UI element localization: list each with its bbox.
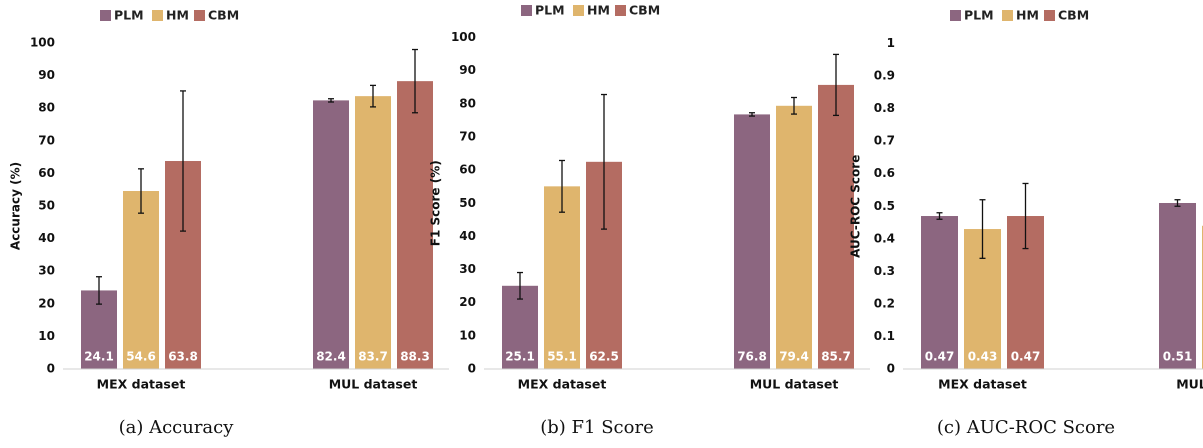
bar-plm-mul [734,114,770,370]
legend-swatch-hm [1002,10,1013,21]
y-tick-label: 40 [38,231,55,245]
legend-swatch-plm [100,10,111,21]
y-tick-label: 0.1 [874,329,895,343]
legend-swatch-cbm [194,10,205,21]
data-label: 62.5 [589,350,619,364]
data-label: 0.47 [1011,350,1041,364]
y-tick-label: 30 [459,262,476,276]
bar-plm-mul [1159,202,1196,369]
bar-hm-mul [355,96,391,369]
x-category-label: MEX dataset [97,377,186,392]
subfigure-caption: (a) Accuracy [119,417,235,438]
data-label: 79.4 [779,350,809,364]
y-tick-label: 0.2 [874,296,895,310]
data-label: 25.1 [505,350,535,364]
data-label: 54.6 [126,350,156,364]
legend-label-cbm: CBM [208,8,239,23]
bar-plm-mex [921,216,958,369]
y-tick-label: 30 [38,264,55,278]
legend-swatch-hm [152,10,163,21]
y-tick-label: 100 [451,30,476,44]
y-tick-label: 20 [38,296,55,310]
y-tick-label: 0 [47,362,55,376]
y-axis-label: Accuracy (%) [9,162,23,250]
y-tick-label: 10 [38,329,55,343]
legend-swatch-cbm [1044,10,1055,21]
y-tick-label: 100 [30,36,55,50]
y-tick-label: 0.3 [874,264,895,278]
y-tick-label: 0.5 [874,199,895,213]
legend-label-cbm: CBM [1058,8,1089,23]
y-tick-label: 0.7 [874,134,895,148]
data-label: 82.4 [316,350,346,364]
legend-label-hm: HM [587,3,610,18]
data-label: 88.3 [400,350,430,364]
y-tick-label: 90 [38,68,55,82]
y-tick-label: 0.9 [874,69,895,83]
data-label: 85.7 [821,350,851,364]
data-label: 63.8 [168,350,198,364]
legend: PLM HM CBM [521,3,660,18]
y-tick-label: 90 [459,63,476,77]
y-tick-label: 50 [38,199,55,213]
chart-panel-3: PLM HM CBM 0 0.1 0.2 0.3 0.4 0.5 0.6 0.7 0.8 0.9 1 AUC… [849,8,1203,438]
bar-hm-mex [544,186,580,369]
y-tick-label: 0 [468,362,476,376]
y-tick-label: 10 [459,328,476,342]
legend: PLM HM CBM [100,8,239,23]
y-axis-label: AUC-ROC Score [849,155,863,258]
legend-label-hm: HM [1016,8,1039,23]
data-label: 76.8 [737,350,767,364]
legend-label-plm: PLM [114,8,144,23]
y-tick-label: 70 [459,129,476,143]
data-label: 0.47 [925,350,955,364]
subfigure-caption: (c) AUC-ROC Score [937,417,1115,438]
chart-panel-1: PLM HM CBM 0 10 20 30 40 50 60 70 80 90 100 Accuracy (… [9,8,449,438]
y-tick-label: 50 [459,196,476,210]
legend-swatch-hm [573,5,584,16]
y-tick-label: 0.6 [874,166,895,180]
chart-panel-2: PLM HM CBM 0 10 20 30 40 50 60 70 80 90 100 F1 Score (… [429,3,870,438]
legend-label-cbm: CBM [629,3,660,18]
bar-cbm-mul [397,81,433,369]
y-tick-label: 20 [459,295,476,309]
y-tick-label: 1 [887,36,895,50]
bar-hm-mul [776,105,812,369]
legend-swatch-plm [950,10,961,21]
y-tick-label: 0.8 [874,101,895,115]
y-tick-label: 60 [459,163,476,177]
legend: PLM HM CBM [950,8,1089,23]
y-tick-label: 80 [38,101,55,115]
y-tick-label: 80 [459,96,476,110]
data-label: 0.51 [1163,350,1193,364]
legend-swatch-cbm [615,5,626,16]
bar-hm-mex [123,191,159,369]
y-tick-label: 70 [38,133,55,147]
bar-plm-mul [313,100,349,369]
data-label: 55.1 [547,350,577,364]
legend-label-plm: PLM [964,8,994,23]
subfigure-caption: (b) F1 Score [540,417,653,438]
y-tick-label: 0.4 [874,231,895,245]
y-tick-label: 0 [887,362,895,376]
legend-label-hm: HM [166,8,189,23]
x-category-label: MEX dataset [938,377,1027,392]
y-tick-label: 40 [459,229,476,243]
data-label: 0.43 [968,350,998,364]
x-category-label: MUL dataset [1176,377,1203,392]
x-category-label: MUL dataset [750,377,839,392]
y-tick-label: 60 [38,166,55,180]
bar-cbm-mul [818,84,854,369]
legend-label-plm: PLM [535,3,565,18]
data-label: 24.1 [84,350,114,364]
legend-swatch-plm [521,5,532,16]
data-label: 83.7 [358,350,388,364]
x-category-label: MUL dataset [329,377,418,392]
y-axis-label: F1 Score (%) [429,160,443,246]
x-category-label: MEX dataset [518,377,607,392]
